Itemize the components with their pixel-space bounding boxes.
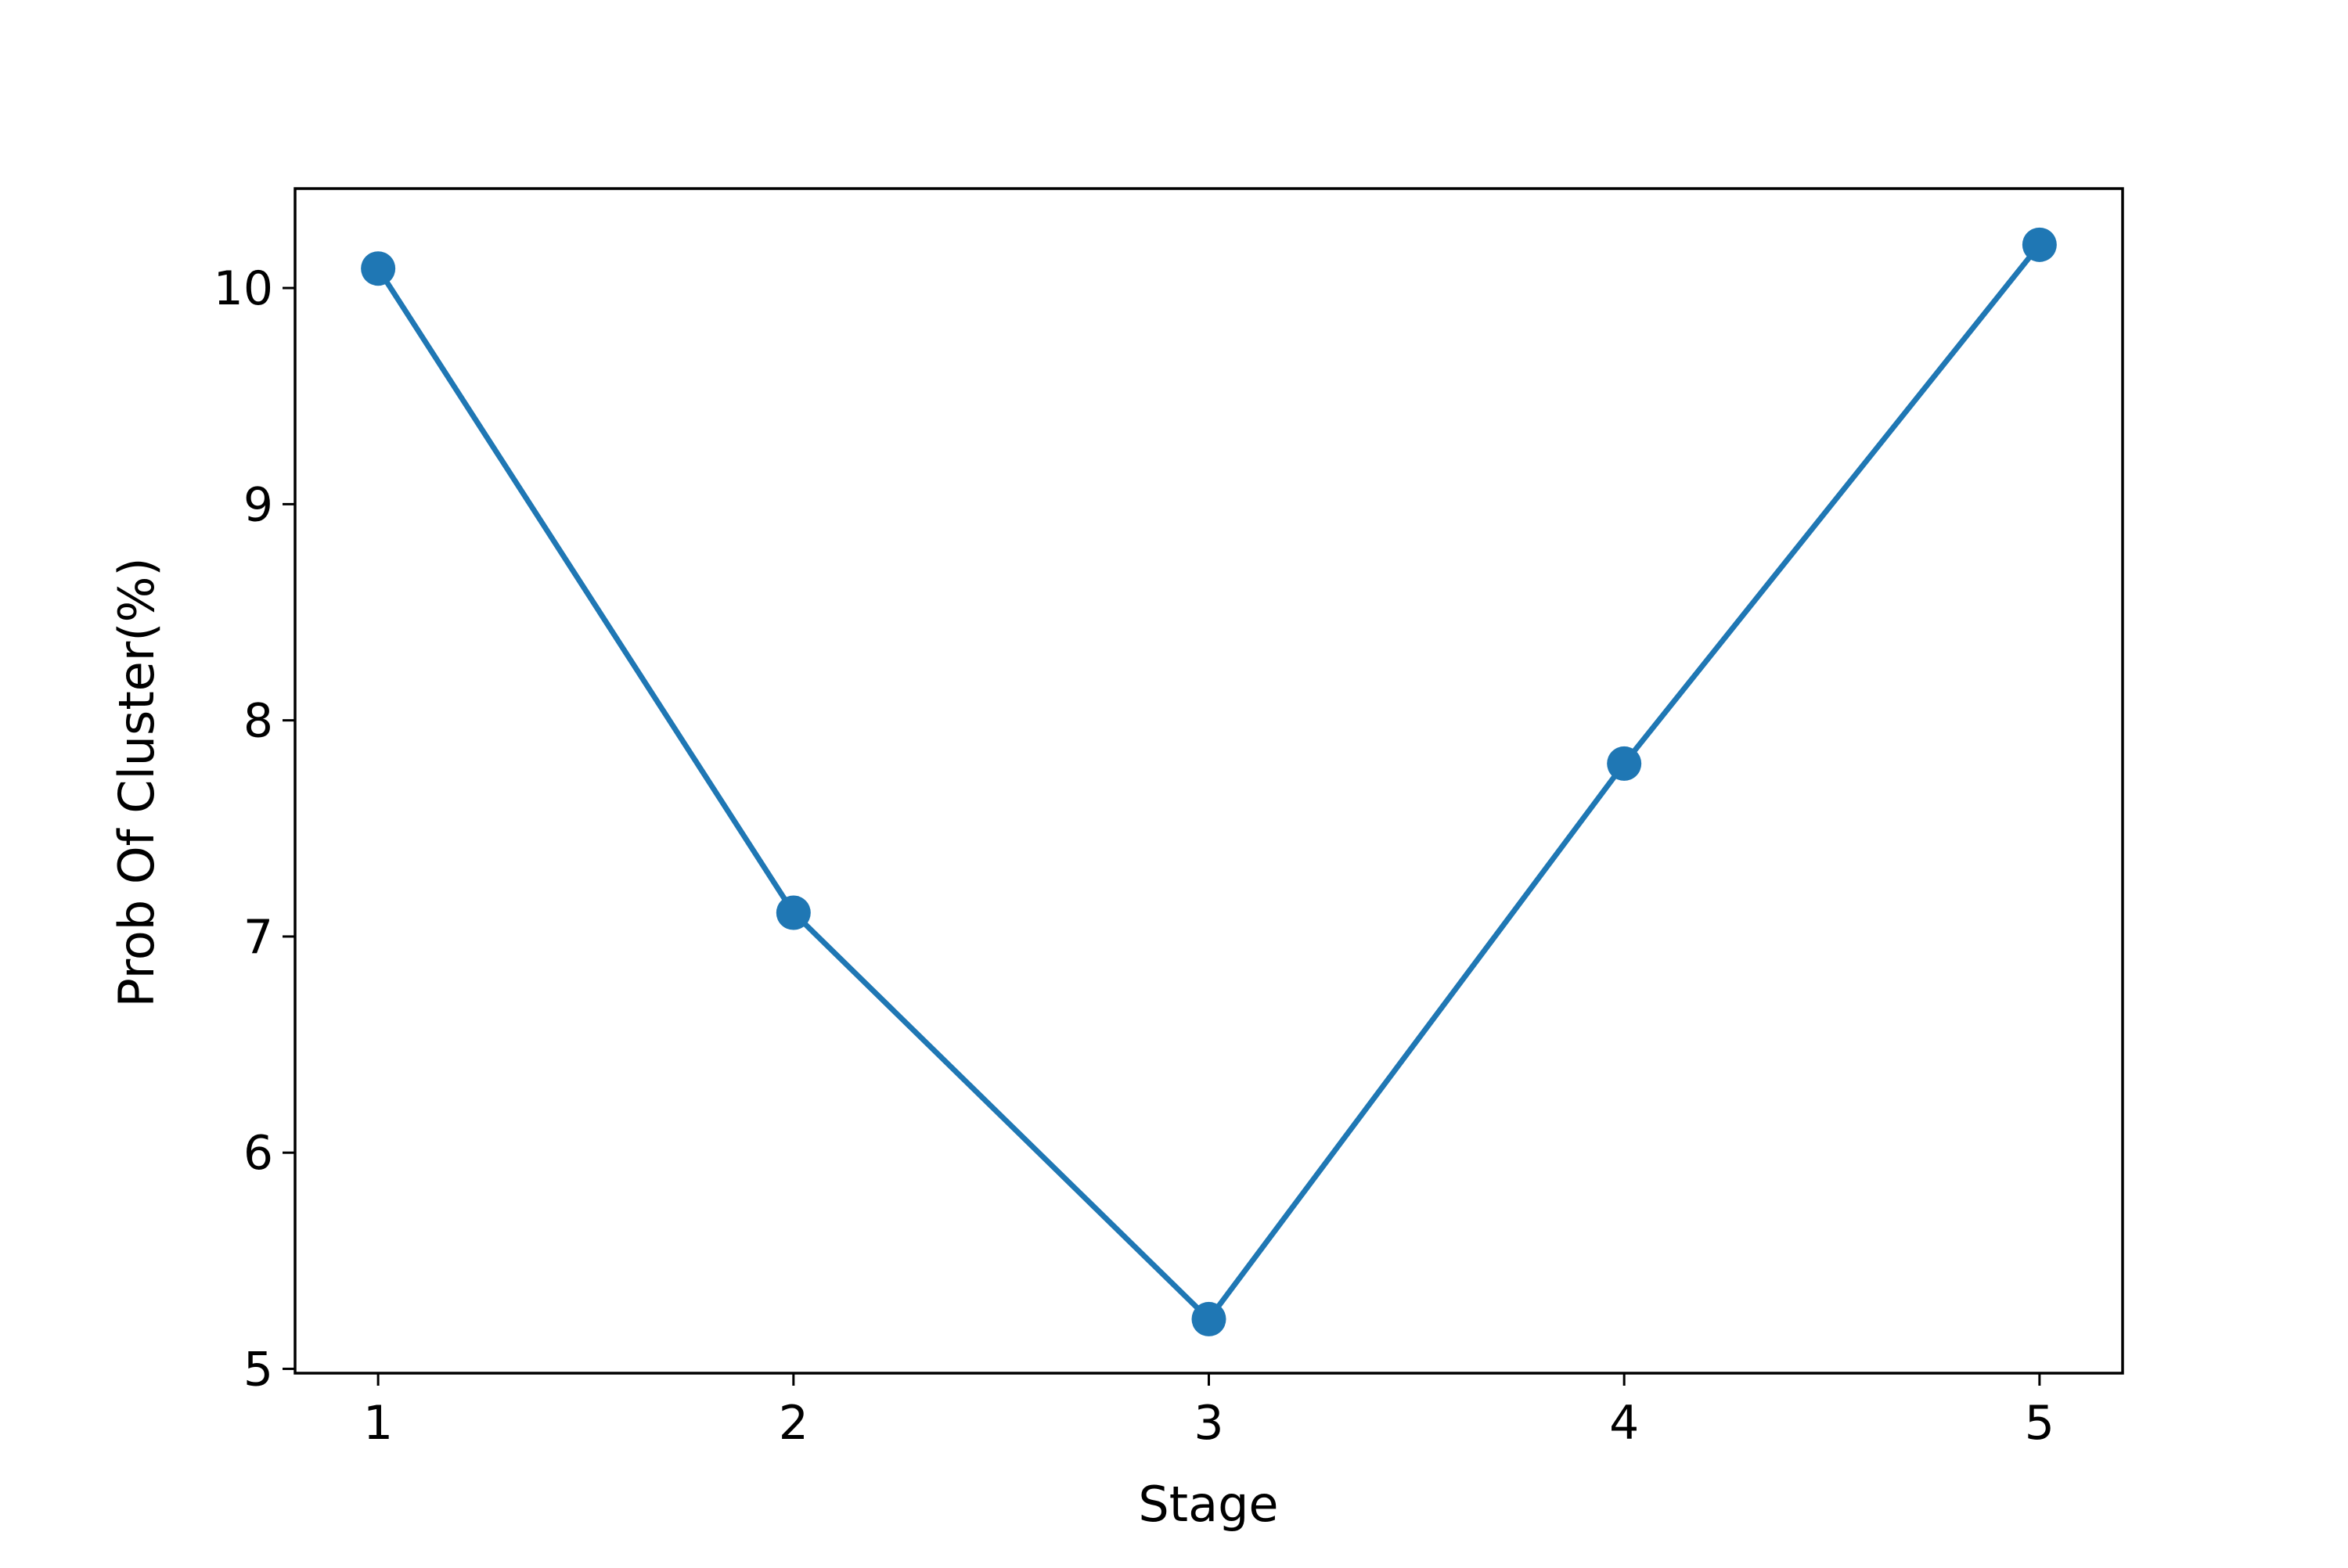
data-point <box>776 895 811 930</box>
x-axis-label: Stage <box>1138 1476 1278 1533</box>
x-tick-label: 1 <box>363 1396 393 1451</box>
y-axis-label: Prob Of Cluster(%) <box>108 557 165 1007</box>
x-tick-label: 2 <box>779 1396 808 1451</box>
x-tick-label: 5 <box>2025 1396 2054 1451</box>
y-tick-label: 9 <box>243 477 273 532</box>
y-tick-label: 5 <box>243 1342 273 1397</box>
data-point <box>361 251 396 286</box>
y-tick-label: 6 <box>243 1126 273 1181</box>
y-tick-label: 8 <box>243 694 273 749</box>
y-tick-label: 10 <box>214 261 273 316</box>
x-tick-label: 3 <box>1194 1396 1223 1451</box>
x-tick-label: 4 <box>1609 1396 1639 1451</box>
data-point <box>1191 1301 1226 1336</box>
data-point <box>2022 227 2057 262</box>
plot-area: 1 2 3 4 5 5 6 7 8 9 10 <box>214 187 2124 1451</box>
data-point <box>1607 746 1642 781</box>
y-tick-label: 7 <box>243 910 273 965</box>
